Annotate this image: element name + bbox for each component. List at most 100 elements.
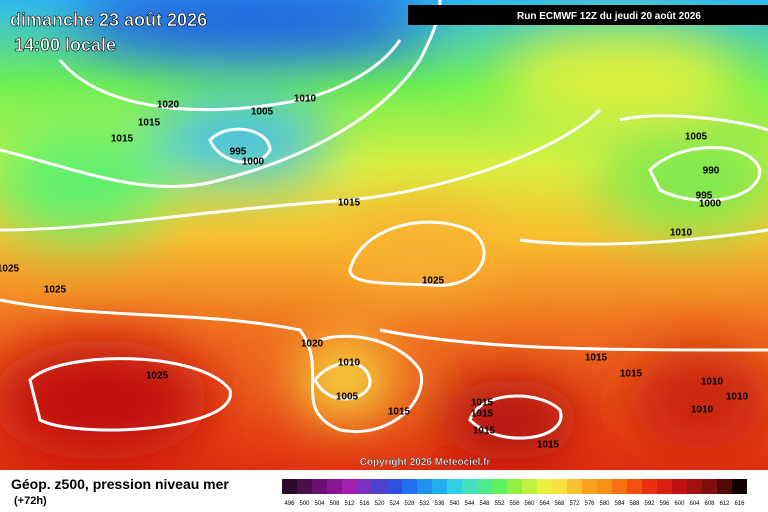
color-swatch — [327, 479, 342, 494]
isobar-label: 990 — [703, 166, 720, 177]
color-swatch — [312, 479, 327, 494]
color-swatch — [372, 479, 387, 494]
color-swatch — [552, 479, 567, 494]
color-swatch — [672, 479, 687, 494]
scale-label: 524 — [389, 501, 400, 507]
scale-label: 540 — [449, 501, 460, 507]
isobars — [0, 0, 768, 438]
scale-label: 512 — [344, 501, 355, 507]
color-swatch — [702, 479, 717, 494]
isobar-label: 1005 — [251, 107, 274, 118]
map-area: 1020101510151005101099510001015102510251… — [0, 0, 768, 470]
color-swatch — [417, 479, 432, 494]
isobar-label: 1025 — [0, 264, 20, 275]
scale-label: 528 — [404, 501, 415, 507]
time-label: 14:00 locale — [14, 35, 116, 55]
color-swatch — [297, 479, 312, 494]
color-swatch — [582, 479, 597, 494]
copyright: Copyright 2026 Meteociel.fr — [360, 457, 491, 468]
scale-label: 520 — [374, 501, 385, 507]
scale-label: 596 — [659, 501, 670, 507]
scale-label: 556 — [509, 501, 520, 507]
scale-label: 604 — [689, 501, 700, 507]
isobar-label: 1015 — [537, 440, 560, 451]
scale-label: 500 — [299, 501, 310, 507]
isobar-label: 1000 — [242, 157, 265, 168]
color-swatch — [522, 479, 537, 494]
color-swatch — [387, 479, 402, 494]
isobar-label: 1020 — [157, 100, 180, 111]
scale-label: 608 — [704, 501, 715, 507]
color-swatch — [507, 479, 522, 494]
color-swatch — [432, 479, 447, 494]
scale-label: 552 — [494, 501, 505, 507]
color-swatch — [612, 479, 627, 494]
isobar-label: 1005 — [336, 392, 359, 403]
scale-label: 568 — [554, 501, 565, 507]
isobar-label: 1015 — [620, 369, 643, 380]
isobar-label: 1000 — [699, 199, 722, 210]
color-swatch — [657, 479, 672, 494]
color-swatch — [282, 479, 297, 494]
scale-label: 536 — [434, 501, 445, 507]
color-swatch — [717, 479, 732, 494]
color-swatch — [567, 479, 582, 494]
color-scale: 496 500 504 508 512 516 520 524 528 532 536 540 544 5… — [282, 479, 747, 507]
isobar-label: 1010 — [701, 377, 724, 388]
color-swatch — [597, 479, 612, 494]
color-swatch — [537, 479, 552, 494]
run-banner — [408, 5, 768, 25]
isobar-label: 995 — [696, 191, 713, 202]
scale-label: 564 — [539, 501, 550, 507]
isobar-label: 1015 — [473, 426, 496, 437]
isobar-label: 1025 — [44, 285, 67, 296]
isobar-label: 1025 — [422, 276, 445, 287]
run-label: Run ECMWF 12Z du jeudi 20 août 2026 — [517, 11, 701, 22]
color-swatch — [477, 479, 492, 494]
legend-title: Géop. z500, pression niveau mer — [11, 476, 229, 492]
color-swatch — [447, 479, 462, 494]
isobar-label: 1010 — [338, 358, 361, 369]
isobar-label: 1015 — [338, 198, 361, 209]
scale-label: 508 — [329, 501, 340, 507]
isobar-label: 995 — [230, 147, 247, 158]
isobar-label: 1005 — [685, 132, 708, 143]
scale-label: 600 — [674, 501, 685, 507]
color-swatch — [642, 479, 657, 494]
isobar-label: 1010 — [294, 94, 317, 105]
scale-label: 560 — [524, 501, 535, 507]
scale-label: 504 — [314, 501, 325, 507]
scale-label: 516 — [359, 501, 370, 507]
color-swatch — [402, 479, 417, 494]
date-label: dimanche 23 août 2026 — [10, 10, 207, 30]
color-swatch — [492, 479, 507, 494]
scale-label: 544 — [464, 501, 475, 507]
isobar-label: 1015 — [471, 398, 494, 409]
isobar-label: 1010 — [670, 228, 693, 239]
isobar-label: 1010 — [726, 392, 749, 403]
isobar-label: 1015 — [585, 353, 608, 364]
isobar-label: 1015 — [138, 118, 161, 129]
isobar-label: 1025 — [146, 371, 169, 382]
legend-lead: (+72h) — [14, 495, 47, 507]
scale-label: 496 — [284, 501, 295, 507]
scale-label: 612 — [719, 501, 730, 507]
scale-label: 532 — [419, 501, 430, 507]
isobar-label: 1010 — [691, 405, 714, 416]
scale-label: 580 — [599, 501, 610, 507]
color-swatch — [687, 479, 702, 494]
scale-label: 576 — [584, 501, 595, 507]
scale-label: 572 — [569, 501, 580, 507]
isobar-label: 1015 — [388, 407, 411, 418]
color-swatch — [627, 479, 642, 494]
scale-label: 584 — [614, 501, 625, 507]
scale-label: 592 — [644, 501, 655, 507]
scale-label: 588 — [629, 501, 640, 507]
color-swatch — [732, 479, 747, 494]
scale-label: 616 — [734, 501, 745, 507]
isobar-label: 1015 — [471, 409, 494, 420]
color-swatch — [462, 479, 477, 494]
color-swatch — [357, 479, 372, 494]
